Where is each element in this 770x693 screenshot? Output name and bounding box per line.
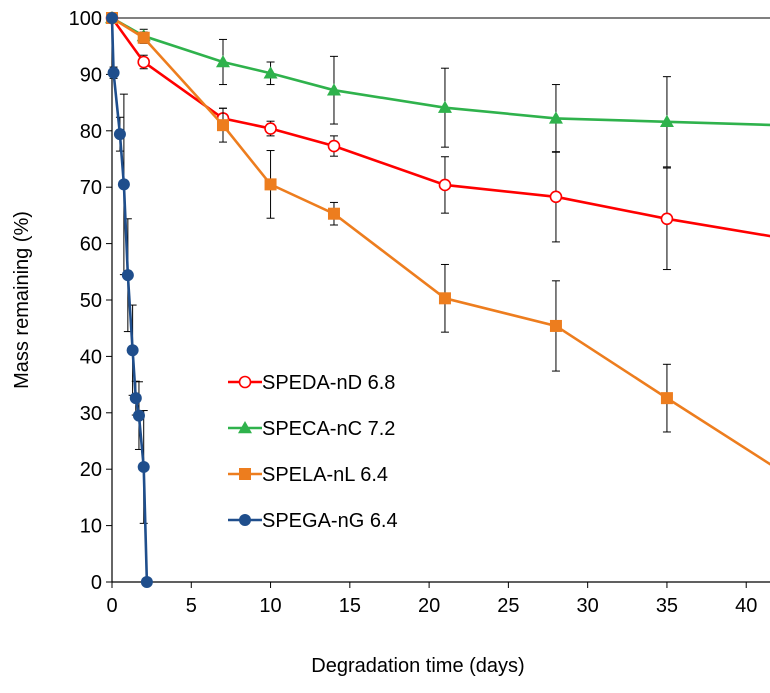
- y-axis-label: Mass remaining (%): [11, 211, 33, 389]
- legend-marker: [239, 468, 251, 480]
- y-tick-label: 50: [80, 290, 102, 312]
- data-point: [127, 344, 139, 356]
- data-point: [133, 410, 145, 422]
- data-point: [439, 292, 451, 304]
- data-point: [138, 461, 150, 473]
- y-tick-label: 20: [80, 459, 102, 481]
- x-tick-label: 20: [418, 595, 440, 617]
- data-point: [265, 178, 277, 190]
- series-line: [112, 18, 147, 582]
- legend: SPEDA-nD 6.8 SPECA-nC 7.2 SPELA-nL 6.4 SPEG…: [228, 372, 398, 532]
- x-tick-label: 5: [186, 595, 197, 617]
- legend-marker: [239, 514, 251, 526]
- legend-marker: [240, 377, 251, 388]
- data-point: [106, 12, 118, 24]
- legend-label: SPECA-nC 7.2: [262, 418, 395, 440]
- x-tick-label: 25: [497, 595, 519, 617]
- y-tick-label: 70: [80, 177, 102, 199]
- legend-item: SPEGA-nG 6.4: [228, 510, 398, 532]
- y-tick-label: 0: [91, 572, 102, 594]
- data-point: [550, 320, 562, 332]
- y-tick-label: 90: [80, 64, 102, 86]
- y-tick-label: 30: [80, 403, 102, 425]
- series-1: [107, 13, 770, 270]
- y-tick-label: 10: [80, 516, 102, 538]
- y-tick-label: 80: [80, 121, 102, 143]
- legend-item: SPELA-nL 6.4: [228, 464, 388, 486]
- data-point: [138, 32, 150, 44]
- series-3: [106, 12, 770, 469]
- legend-item: SPECA-nC 7.2: [228, 418, 395, 440]
- data-point: [141, 576, 153, 588]
- x-tick-label: 30: [577, 595, 599, 617]
- data-point: [328, 208, 340, 220]
- series-line: [112, 18, 770, 237]
- x-tick-label: 35: [656, 595, 678, 617]
- data-point: [114, 128, 126, 140]
- y-tick-label: 100: [69, 8, 102, 30]
- series-4: [106, 12, 153, 588]
- x-tick-label: 40: [735, 595, 757, 617]
- x-tick-label: 10: [259, 595, 281, 617]
- data-point: [328, 141, 339, 152]
- data-point: [550, 191, 561, 202]
- data-point: [661, 213, 672, 224]
- x-tick-label: 15: [339, 595, 361, 617]
- data-point: [130, 392, 142, 404]
- data-point: [661, 392, 673, 404]
- legend-label: SPELA-nL 6.4: [262, 464, 388, 486]
- x-axis-label: Degradation time (days): [311, 655, 524, 677]
- y-tick-label: 60: [80, 234, 102, 256]
- data-point: [265, 123, 276, 134]
- legend-label: SPEDA-nD 6.8: [262, 372, 395, 394]
- legend-label: SPEGA-nG 6.4: [262, 510, 398, 532]
- data-point: [122, 269, 134, 281]
- data-point: [108, 67, 120, 79]
- legend-item: SPEDA-nD 6.8: [228, 372, 395, 394]
- series-2: [105, 11, 770, 167]
- data-point: [138, 56, 149, 67]
- data-point: [217, 119, 229, 131]
- x-tick-label: 0: [106, 595, 117, 617]
- y-tick-label: 40: [80, 346, 102, 368]
- data-point: [118, 178, 130, 190]
- data-point: [439, 179, 450, 190]
